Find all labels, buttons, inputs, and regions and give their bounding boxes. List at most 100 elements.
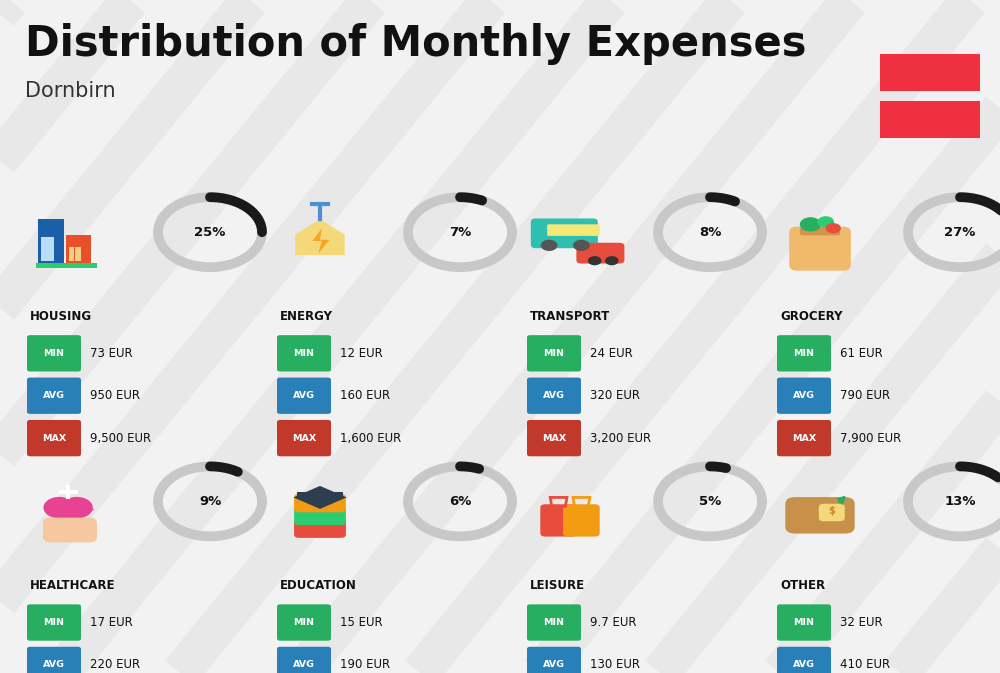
FancyBboxPatch shape (69, 246, 74, 252)
Text: 3,200 EUR: 3,200 EUR (590, 431, 651, 445)
FancyBboxPatch shape (564, 224, 583, 236)
FancyBboxPatch shape (777, 378, 831, 414)
FancyBboxPatch shape (47, 255, 54, 260)
Circle shape (817, 216, 834, 227)
Text: 5%: 5% (699, 495, 721, 508)
FancyBboxPatch shape (47, 246, 54, 252)
Text: MAX: MAX (292, 433, 316, 443)
FancyBboxPatch shape (576, 243, 624, 264)
FancyBboxPatch shape (27, 647, 81, 673)
Text: AVG: AVG (793, 391, 815, 400)
FancyBboxPatch shape (69, 251, 74, 256)
Text: HEALTHCARE: HEALTHCARE (30, 579, 116, 592)
FancyBboxPatch shape (294, 494, 346, 512)
Text: 9.7 EUR: 9.7 EUR (590, 616, 637, 629)
Text: EDUCATION: EDUCATION (280, 579, 357, 592)
FancyBboxPatch shape (41, 242, 48, 247)
FancyBboxPatch shape (75, 246, 81, 252)
Text: HOUSING: HOUSING (30, 310, 92, 323)
Polygon shape (295, 219, 345, 255)
FancyBboxPatch shape (800, 227, 840, 236)
FancyBboxPatch shape (527, 378, 581, 414)
Circle shape (826, 223, 841, 234)
Text: AVG: AVG (793, 660, 815, 670)
Text: AVG: AVG (293, 391, 315, 400)
Text: 24 EUR: 24 EUR (590, 347, 633, 360)
Polygon shape (45, 509, 95, 528)
FancyBboxPatch shape (277, 647, 331, 673)
FancyBboxPatch shape (27, 378, 81, 414)
Text: 73 EUR: 73 EUR (90, 347, 133, 360)
Text: 25%: 25% (194, 225, 226, 239)
Text: ENERGY: ENERGY (280, 310, 333, 323)
Circle shape (605, 256, 619, 265)
Text: LEISURE: LEISURE (530, 579, 585, 592)
FancyBboxPatch shape (66, 235, 91, 268)
Circle shape (800, 217, 821, 232)
FancyBboxPatch shape (41, 246, 48, 252)
FancyBboxPatch shape (540, 504, 577, 536)
Text: 27%: 27% (944, 225, 976, 239)
FancyBboxPatch shape (527, 420, 581, 456)
FancyBboxPatch shape (47, 237, 54, 243)
Text: MIN: MIN (794, 349, 814, 358)
FancyBboxPatch shape (41, 237, 48, 243)
Text: 6%: 6% (449, 495, 471, 508)
Text: 7%: 7% (449, 225, 471, 239)
Text: MIN: MIN (44, 618, 65, 627)
Text: Dornbirn: Dornbirn (25, 81, 116, 101)
Text: MIN: MIN (794, 618, 814, 627)
Text: 220 EUR: 220 EUR (90, 658, 140, 672)
Circle shape (573, 240, 590, 251)
Text: 32 EUR: 32 EUR (840, 616, 883, 629)
FancyBboxPatch shape (47, 242, 54, 247)
Text: MIN: MIN (44, 349, 65, 358)
FancyBboxPatch shape (531, 219, 598, 248)
Text: Distribution of Monthly Expenses: Distribution of Monthly Expenses (25, 23, 806, 65)
Text: GROCERY: GROCERY (780, 310, 842, 323)
FancyBboxPatch shape (277, 604, 331, 641)
FancyBboxPatch shape (297, 492, 343, 497)
FancyBboxPatch shape (277, 378, 331, 414)
FancyBboxPatch shape (38, 219, 64, 268)
Text: OTHER: OTHER (780, 579, 825, 592)
FancyBboxPatch shape (547, 224, 566, 236)
FancyBboxPatch shape (527, 604, 581, 641)
FancyBboxPatch shape (36, 263, 97, 268)
Text: 12 EUR: 12 EUR (340, 347, 383, 360)
Polygon shape (312, 228, 330, 254)
Text: MIN: MIN (544, 618, 564, 627)
Text: AVG: AVG (43, 660, 65, 670)
FancyBboxPatch shape (563, 504, 600, 536)
FancyBboxPatch shape (47, 250, 54, 256)
Text: 9,500 EUR: 9,500 EUR (90, 431, 151, 445)
FancyBboxPatch shape (777, 604, 831, 641)
Circle shape (61, 497, 93, 518)
FancyBboxPatch shape (777, 647, 831, 673)
FancyBboxPatch shape (880, 101, 980, 138)
Text: 7,900 EUR: 7,900 EUR (840, 431, 901, 445)
Text: MAX: MAX (792, 433, 816, 443)
Text: 15 EUR: 15 EUR (340, 616, 383, 629)
FancyBboxPatch shape (789, 227, 851, 271)
FancyBboxPatch shape (27, 420, 81, 456)
FancyBboxPatch shape (277, 420, 331, 456)
Text: $: $ (828, 507, 835, 516)
FancyBboxPatch shape (527, 647, 581, 673)
Text: 130 EUR: 130 EUR (590, 658, 640, 672)
Text: 410 EUR: 410 EUR (840, 658, 890, 672)
FancyBboxPatch shape (880, 54, 980, 91)
Text: AVG: AVG (43, 391, 65, 400)
Text: 320 EUR: 320 EUR (590, 389, 640, 402)
Text: AVG: AVG (543, 660, 565, 670)
Text: AVG: AVG (543, 391, 565, 400)
FancyBboxPatch shape (75, 256, 81, 260)
Text: 190 EUR: 190 EUR (340, 658, 390, 672)
Text: 61 EUR: 61 EUR (840, 347, 883, 360)
FancyBboxPatch shape (43, 518, 97, 542)
FancyBboxPatch shape (819, 504, 845, 521)
Text: AVG: AVG (293, 660, 315, 670)
Text: 950 EUR: 950 EUR (90, 389, 140, 402)
FancyBboxPatch shape (785, 497, 855, 534)
Text: 17 EUR: 17 EUR (90, 616, 133, 629)
